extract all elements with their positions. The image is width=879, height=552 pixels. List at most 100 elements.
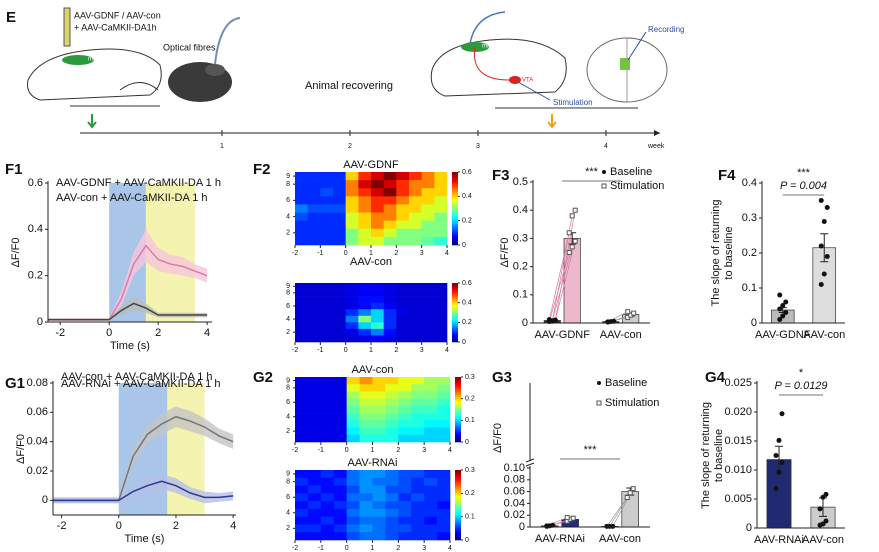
timeline-tick-label: 1 — [220, 143, 224, 150]
x-tick-label: AAV-con — [802, 534, 844, 546]
y-tick-label: 0 — [42, 494, 48, 506]
colorbar-segment — [452, 290, 458, 294]
heatmap-cell — [320, 434, 335, 443]
heatmap-cell — [398, 398, 412, 407]
heatmap-cell — [359, 532, 373, 541]
data-point — [821, 219, 827, 224]
data-point — [823, 491, 829, 497]
heatmap-cell — [307, 493, 322, 502]
heatmap-cell — [396, 302, 410, 310]
heatmap-cell — [421, 236, 435, 246]
data-point — [776, 469, 782, 475]
heatmap-cell — [396, 212, 410, 221]
heatmap-cell — [411, 501, 425, 510]
x-tick-label: 0 — [106, 327, 112, 339]
y-axis-label: The slope of returning — [700, 402, 712, 509]
heatmap-cell — [409, 228, 422, 238]
colorbar-segment — [455, 379, 461, 382]
legend-entry: AAV-con + AAV-CaMKII-DA 1 h — [56, 192, 208, 204]
pair-line — [606, 497, 628, 527]
colorbar-segment — [452, 324, 458, 327]
heatmap-cell — [434, 309, 448, 317]
data-point — [779, 411, 785, 417]
heatmap-cell — [421, 296, 435, 303]
heatmap-cell — [320, 180, 334, 189]
x-tick-label: -1 — [317, 347, 323, 354]
heatmap-cell — [396, 236, 410, 246]
heatmap-cell — [333, 196, 346, 205]
heatmap-cell — [424, 532, 438, 541]
heatmap-cell — [385, 427, 399, 436]
heatmap-cell — [424, 391, 438, 399]
heatmap-cell — [295, 228, 308, 238]
colorbar-segment — [452, 213, 458, 217]
heatmap-cell — [383, 289, 397, 297]
heatmap-cell — [434, 212, 448, 221]
heatmap-cell — [421, 335, 435, 343]
heatmap-cell — [372, 485, 386, 494]
colorbar-segment — [452, 283, 458, 286]
y-tick-label: 9 — [286, 377, 290, 384]
x-tick-label: 1 — [371, 545, 375, 552]
heatmap-cell — [437, 413, 451, 421]
colorbar-segment — [455, 521, 461, 524]
heatmap-cell — [383, 204, 397, 213]
panel-label: E — [6, 9, 16, 26]
x-tick-label: AAV-con — [803, 329, 845, 341]
heatmap-cell — [424, 377, 438, 385]
colorbar-segment — [455, 411, 461, 415]
heatmap-cell — [333, 212, 346, 221]
heatmap-cell — [345, 220, 359, 230]
heatmap-cell — [383, 212, 397, 221]
colorbar-segment — [455, 486, 461, 489]
heatmap-cell — [385, 501, 399, 510]
colorbar-segment — [452, 332, 458, 335]
heatmap-cell — [333, 322, 346, 330]
x-axis-label: Time (s) — [110, 340, 150, 352]
heatmap-cell — [434, 315, 448, 323]
heatmap-cell — [333, 335, 346, 343]
heatmap-cell — [358, 172, 372, 181]
heatmap-cell — [396, 196, 410, 205]
heatmap-cell — [307, 212, 321, 221]
data-point — [773, 453, 779, 458]
x-tick-label: AAV-con — [600, 329, 642, 341]
y-tick-label: 8 — [286, 385, 290, 392]
heatmap-cell — [345, 228, 359, 238]
panel: AAV-RNAi -2 -1 0 1 2 3 4 2 4 6 89 0 0.1 0.2 0.3 — [286, 457, 475, 552]
data-point — [610, 523, 616, 529]
colorbar-segment — [455, 409, 461, 412]
heatmap-cell — [411, 413, 425, 421]
heatmap-cell — [437, 524, 451, 533]
unit-label: week — [647, 143, 665, 150]
heatmap-cell — [345, 212, 359, 221]
heatmap-cell — [421, 212, 435, 221]
y-tick-label: 2 — [286, 329, 290, 336]
heatmap-cell — [409, 236, 422, 246]
recording-line — [627, 31, 647, 61]
x-tick-label: 2 — [173, 520, 179, 532]
heatmap-cell — [411, 398, 425, 407]
heatmap-cell — [307, 302, 321, 310]
legend-marker — [601, 183, 607, 189]
heatmap-cell — [333, 289, 346, 297]
heatmap-cell — [398, 516, 412, 525]
heatmap-cell — [372, 516, 386, 525]
heatmap-cell — [411, 405, 425, 414]
heatmap-cell — [320, 427, 335, 436]
y-tick-label: 0.08 — [504, 474, 525, 486]
annotation: P = 0.0129 — [774, 380, 827, 392]
heatmap-cell — [371, 228, 384, 238]
heatmap-cell — [333, 508, 347, 517]
heatmap-cell — [359, 427, 373, 436]
heatmap-cell — [307, 501, 322, 510]
heatmap-cell — [383, 180, 397, 189]
y-tick-label: 9 — [286, 471, 290, 478]
heatmap-cell — [345, 302, 359, 310]
y-axis-label: ΔF/F0 — [499, 238, 511, 268]
colorbar-segment — [455, 523, 461, 527]
data-point — [817, 506, 823, 512]
heatmap-cell — [421, 196, 435, 205]
heatmap-cell — [411, 470, 425, 479]
